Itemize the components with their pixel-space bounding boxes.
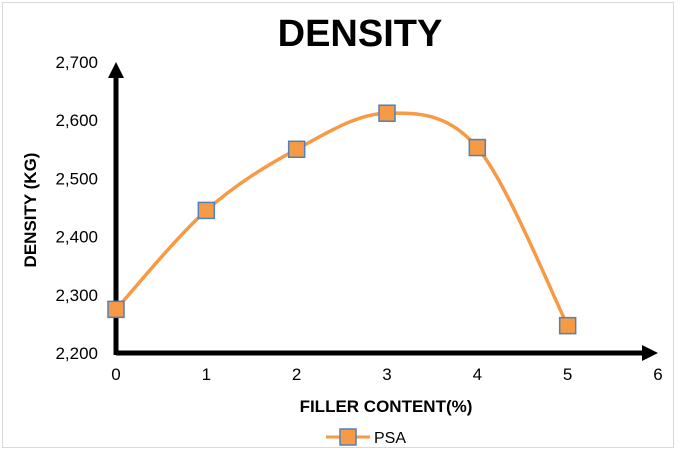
x-tick-label: 2 xyxy=(292,365,301,384)
series-line-psa xyxy=(114,111,570,327)
x-tick-label: 0 xyxy=(111,365,120,384)
tick-labels: 0 1 2 3 4 5 6 2,200 2,300 2,400 2,500 2,600 2,700 xyxy=(55,53,662,384)
x-axis-label: FILLER CONTENT(%) xyxy=(300,397,473,416)
legend-label-psa: PSA xyxy=(374,430,406,447)
y-tick-label: 2,400 xyxy=(55,228,98,247)
y-tick-label: 2,300 xyxy=(55,286,98,305)
x-tick-label: 1 xyxy=(202,365,211,384)
legend: PSA xyxy=(326,428,406,447)
x-tick-label: 6 xyxy=(653,365,662,384)
x-tick-label: 5 xyxy=(563,365,572,384)
y-tick-label: 2,200 xyxy=(55,344,98,363)
y-axis-arrow xyxy=(108,62,124,78)
data-point-marker xyxy=(287,140,306,159)
legend-marker-psa xyxy=(339,428,357,446)
data-point-marker xyxy=(378,104,396,122)
series-layer xyxy=(107,104,577,335)
y-axis-label: DENSITY (KG) xyxy=(21,153,40,268)
data-point-marker xyxy=(197,201,216,220)
data-point-marker xyxy=(468,138,487,157)
chart-title: DENSITY xyxy=(278,13,443,55)
y-tick-label: 2,600 xyxy=(55,111,98,130)
data-point-marker xyxy=(107,300,125,319)
data-point-marker xyxy=(558,316,577,335)
y-tick-label: 2,500 xyxy=(55,169,98,188)
y-tick-label: 2,700 xyxy=(55,53,98,72)
x-tick-label: 4 xyxy=(473,365,482,384)
x-axis-arrow xyxy=(642,345,658,361)
x-tick-label: 3 xyxy=(382,365,391,384)
